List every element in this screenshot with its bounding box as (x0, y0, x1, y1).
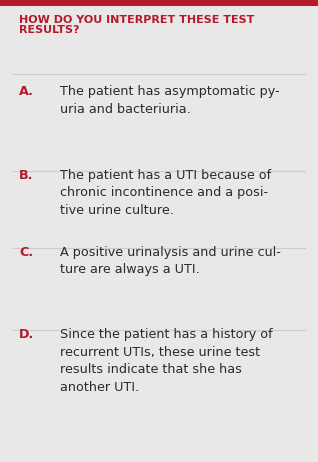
FancyBboxPatch shape (0, 0, 318, 6)
Text: HOW DO YOU INTERPRET THESE TEST: HOW DO YOU INTERPRET THESE TEST (19, 15, 254, 25)
Text: A positive urinalysis and urine cul-
ture are always a UTI.: A positive urinalysis and urine cul- tur… (60, 246, 281, 276)
Text: Since the patient has a history of
recurrent UTIs, these urine test
results indi: Since the patient has a history of recur… (60, 328, 273, 394)
Text: RESULTS?: RESULTS? (19, 25, 80, 36)
Text: The patient has asymptomatic py-
uria and bacteriuria.: The patient has asymptomatic py- uria an… (60, 85, 280, 116)
Text: C.: C. (19, 246, 33, 259)
Text: B.: B. (19, 169, 33, 182)
Text: A.: A. (19, 85, 34, 98)
Text: D.: D. (19, 328, 34, 341)
Text: The patient has a UTI because of
chronic incontinence and a posi-
tive urine cul: The patient has a UTI because of chronic… (60, 169, 272, 217)
